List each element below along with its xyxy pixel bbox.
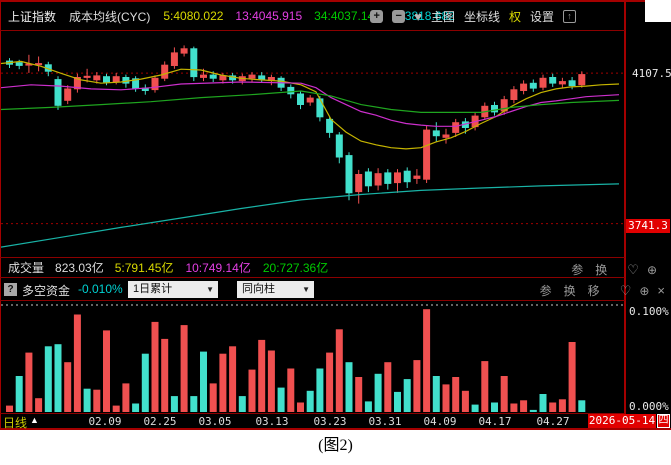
divider-header xyxy=(0,30,625,31)
volume-title[interactable]: 成交量 xyxy=(8,261,45,275)
date-tick: 04.27 xyxy=(536,415,570,428)
volume-row: 成交量 823.03亿 5:791.45亿 10:749.14亿 20:727.36… xyxy=(0,258,671,277)
border-bottom xyxy=(0,428,671,430)
date-tick: 03.05 xyxy=(198,415,232,428)
divider-volume-flow xyxy=(0,277,625,278)
fund-flow-value: -0.010% xyxy=(78,282,123,296)
flow-favorite-icon[interactable]: ♡ xyxy=(619,282,632,298)
axis-menu[interactable]: 坐标线 xyxy=(463,9,500,24)
favorite-icon[interactable]: ♥ xyxy=(414,8,422,24)
date-tick: 02.09 xyxy=(88,415,122,428)
indicator-value: 34:4037.148 xyxy=(314,9,381,23)
fund-flow-tools: 参换移 xyxy=(540,282,612,299)
period-dropdown-value: 1日累计 xyxy=(133,283,173,295)
style-dropdown-value: 同向柱 xyxy=(242,283,275,295)
flow-ymin-label: 0.000% xyxy=(629,400,669,413)
volume-ma-value: 20:727.36亿 xyxy=(262,261,329,275)
volume-magnifier-icon[interactable]: ⊕ xyxy=(646,262,657,277)
border-chart-right xyxy=(624,2,626,428)
indicator-value: 13:4045.915 xyxy=(235,9,303,23)
tool-button[interactable]: 参 xyxy=(539,284,552,298)
flow-ymax-label: 0.100% xyxy=(629,305,669,318)
expand-icon[interactable]: ↑ xyxy=(563,9,576,23)
corner-notch xyxy=(645,0,671,22)
indicator-name[interactable]: 成本均线(CYC) xyxy=(69,9,151,24)
date-tick: 03.31 xyxy=(368,415,402,428)
upper-price-label: 4107.5 xyxy=(632,67,671,80)
lower-price-tag: 3741.3 xyxy=(626,219,670,233)
rights-adjust-menu[interactable]: 权 xyxy=(508,9,521,24)
border-left xyxy=(0,2,1,428)
main-chart-menu[interactable]: 主图 xyxy=(430,9,455,24)
chart-header: 上证指数 成本均线(CYC) 5:4080.022 13:4045.915 34:4… xyxy=(0,3,625,29)
chevron-down-icon: ▼ xyxy=(302,285,310,294)
indicator-value: 5:4080.022 xyxy=(163,9,224,23)
volume-toolbar: 参换 ♡ ⊕ xyxy=(571,261,657,278)
period-dropdown[interactable]: 1日累计 ▼ xyxy=(128,281,218,298)
settings-menu[interactable]: 设置 xyxy=(529,9,554,24)
tool-button[interactable]: 移 xyxy=(587,284,600,298)
volume-tools: 参换 xyxy=(571,261,619,278)
tool-button[interactable]: 参 xyxy=(571,263,584,277)
flow-magnifier-icon[interactable]: ⊕ xyxy=(639,283,650,298)
date-tick: 04.17 xyxy=(478,415,512,428)
date-tick: 03.13 xyxy=(255,415,289,428)
zoom-in-button[interactable]: + xyxy=(370,9,384,23)
volume-left-group: 成交量 823.03亿 5:791.45亿 10:749.14亿 20:727.36… xyxy=(0,259,340,276)
chevron-down-icon: ▼ xyxy=(206,285,214,294)
zoom-out-button[interactable]: − xyxy=(392,9,406,23)
current-date-badge: 2026-05-14 xyxy=(588,414,656,428)
date-axis: 日线 ▲ 02.09 02.25 03.05 03.13 03.23 03.31 04.09… xyxy=(0,414,671,430)
period-label[interactable]: 日线 xyxy=(3,416,28,430)
fund-flow-bars[interactable] xyxy=(1,301,624,413)
date-tick: 04.09 xyxy=(423,415,457,428)
stock-chart-app: 上证指数 成本均线(CYC) 5:4080.022 13:4045.915 34:4… xyxy=(0,0,671,430)
divider-main-volume xyxy=(0,257,625,258)
divider-flow-dates xyxy=(0,413,625,414)
fund-flow-row: ? 多空资金 -0.010% 1日累计 ▼ 同向柱 ▼ 参换移 ♡ ⊕ × xyxy=(0,279,671,300)
volume-favorite-icon[interactable]: ♡ xyxy=(627,261,639,277)
style-dropdown[interactable]: 同向柱 ▼ xyxy=(237,281,314,298)
weekday-badge: 四 xyxy=(657,414,670,428)
volume-value: 823.03亿 xyxy=(55,261,104,275)
border-top xyxy=(0,0,646,2)
header-left-group: 上证指数 成本均线(CYC) 5:4080.022 13:4045.915 34:4… xyxy=(0,8,467,25)
indicator-values: 5:4080.022 13:4045.915 34:4037.148 ∞:3818.6… xyxy=(163,9,466,23)
date-tick: 02.25 xyxy=(143,415,177,428)
date-tick: 03.23 xyxy=(313,415,347,428)
tool-button[interactable]: 换 xyxy=(595,263,608,277)
tool-button[interactable]: 换 xyxy=(563,284,576,298)
close-icon[interactable]: × xyxy=(657,283,665,298)
volume-ma-value: 5:791.45亿 xyxy=(114,261,174,275)
fund-flow-title[interactable]: 多空资金 xyxy=(22,284,71,298)
divider-flow-header xyxy=(0,300,625,301)
fund-flow-toolbar: 参换移 ♡ ⊕ × xyxy=(540,282,665,299)
help-icon[interactable]: ? xyxy=(4,283,17,296)
candlestick-chart[interactable] xyxy=(1,31,624,257)
indicator-value: ∞:3818.682 xyxy=(392,9,455,23)
period-arrow-icon[interactable]: ▲ xyxy=(30,415,39,425)
index-name[interactable]: 上证指数 xyxy=(8,9,57,24)
figure-caption: (图2) xyxy=(0,430,671,465)
volume-ma-values: 5:791.45亿 10:749.14亿 20:727.36亿 xyxy=(115,259,341,276)
header-toolbar: + − ♥ 主图 坐标线 权 设置 ↑ xyxy=(370,3,576,29)
volume-ma-value: 10:749.14亿 xyxy=(185,261,251,275)
